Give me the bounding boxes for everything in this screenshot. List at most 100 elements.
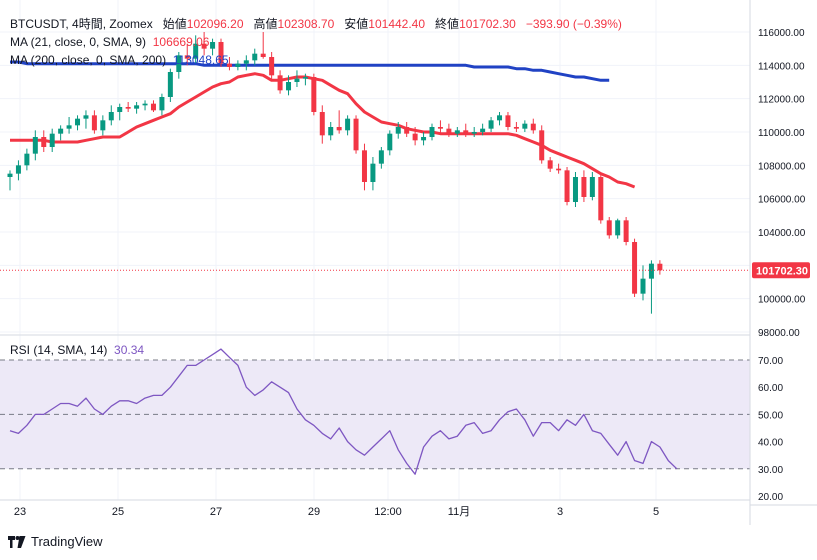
candle-body[interactable] [100,120,106,131]
symbol[interactable]: BTCUSDT [10,17,66,31]
candle-body[interactable] [235,63,241,67]
candle-body[interactable] [505,115,511,127]
candle-body[interactable] [134,105,140,109]
candle-body[interactable] [15,165,21,174]
candle-body[interactable] [319,112,325,136]
candle-body[interactable] [142,103,148,106]
candle-body[interactable] [184,55,190,59]
candle-body[interactable] [58,128,64,134]
candle-body[interactable] [75,118,81,126]
candle-body[interactable] [572,177,578,202]
candle-body[interactable] [556,168,562,171]
candle-body[interactable] [260,53,266,57]
price-tick: 106000.00 [758,195,806,206]
candle-body[interactable] [463,130,469,134]
candle-body[interactable] [497,115,503,121]
candle-body[interactable] [32,137,38,154]
candle-body[interactable] [480,128,486,132]
candle-body[interactable] [370,163,376,182]
open-label: 始値 [162,17,187,31]
candle-body[interactable] [589,177,595,197]
symbol-row: BTCUSDT, 4時間, Zoomex 始値102096.20 高値10230… [10,17,622,31]
candle-body[interactable] [421,137,427,141]
candle-body[interactable] [193,43,199,59]
candle-body[interactable] [176,55,182,72]
time-tick: 3 [557,506,563,518]
candle-body[interactable] [606,220,612,236]
candle-body[interactable] [302,77,308,79]
price-tick: 104000.00 [758,228,806,239]
candle-body[interactable] [522,123,528,129]
candle-body[interactable] [252,53,258,61]
candle-body[interactable] [66,125,72,129]
candle-body[interactable] [581,177,587,197]
candle-body[interactable] [41,137,47,147]
candle-body[interactable] [648,263,654,279]
time-tick: 27 [210,506,222,518]
candle-body[interactable] [598,177,604,221]
candle-body[interactable] [150,103,156,111]
candle-body[interactable] [269,57,275,76]
candle-body[interactable] [277,75,283,91]
candle-body[interactable] [294,78,300,82]
candle-body[interactable] [615,220,621,236]
candle-body[interactable] [429,127,435,137]
candle-body[interactable] [530,123,536,131]
candle-body[interactable] [361,150,367,182]
candle-body[interactable] [471,132,477,134]
candle-body[interactable] [328,127,334,136]
candle-body[interactable] [488,120,494,129]
candle-body[interactable] [632,242,638,294]
candle-body[interactable] [7,173,13,177]
candle-body[interactable] [108,112,114,121]
price-axis[interactable]: 116000.00 114000.00 112000.00 110000.00 1080… [758,28,806,339]
candle-body[interactable] [412,133,418,141]
rsi-levels [0,359,750,470]
candle-body[interactable] [640,278,646,294]
candle-body[interactable] [454,130,460,134]
candle-body[interactable] [83,115,89,119]
candle-body[interactable] [311,77,317,112]
candle-body[interactable] [387,133,393,151]
rsi-tick: 60.00 [758,383,783,394]
candle-body[interactable] [167,72,173,97]
candle-body[interactable] [24,153,30,166]
time-axis[interactable]: 23 25 27 29 12:00 11月 3 5 [14,506,659,518]
ma21-line[interactable] [10,72,636,189]
candle-body[interactable] [286,82,292,91]
candle-body[interactable] [218,42,224,64]
ma200-layer [10,60,610,82]
candle-body[interactable] [125,107,131,109]
candle-body[interactable] [404,127,410,134]
rsi-legend[interactable]: RSI (14, SMA, 14) 30.34 [10,343,144,357]
candle-body[interactable] [395,127,401,134]
candle-body[interactable] [210,42,216,49]
candle-body[interactable] [539,130,545,161]
candle-body[interactable] [513,127,519,129]
candle-body[interactable] [159,97,165,111]
rsi-axis[interactable]: 70.00 60.00 50.00 40.00 30.00 20.00 [758,356,783,503]
candle-body[interactable] [117,107,123,112]
candle-body[interactable] [226,63,232,67]
candle-body[interactable] [547,160,553,169]
candle-body[interactable] [623,220,629,242]
candle-body[interactable] [564,170,570,202]
candle-body[interactable] [336,127,342,131]
ma200-row[interactable]: MA (200, close, 0, SMA, 200) 113048.65 [10,51,622,69]
candle-body[interactable] [437,127,443,129]
candle-body[interactable] [378,150,384,164]
candle-body[interactable] [353,118,359,151]
candle-body[interactable] [49,133,55,147]
candle-body[interactable] [91,115,97,131]
ma21-row[interactable]: MA (21, close, 0, SMA, 9) 106669.06 [10,33,622,51]
candle-body[interactable] [201,43,207,49]
candle-body[interactable] [446,128,452,134]
tradingview-brand[interactable]: TradingView [8,534,103,549]
ma200-line[interactable] [10,60,610,82]
candle-body[interactable] [657,263,663,271]
interval[interactable]: 4時間 [72,17,103,31]
candle-body[interactable] [243,60,249,64]
rsi-line[interactable] [9,348,678,475]
candle-body[interactable] [345,118,351,131]
